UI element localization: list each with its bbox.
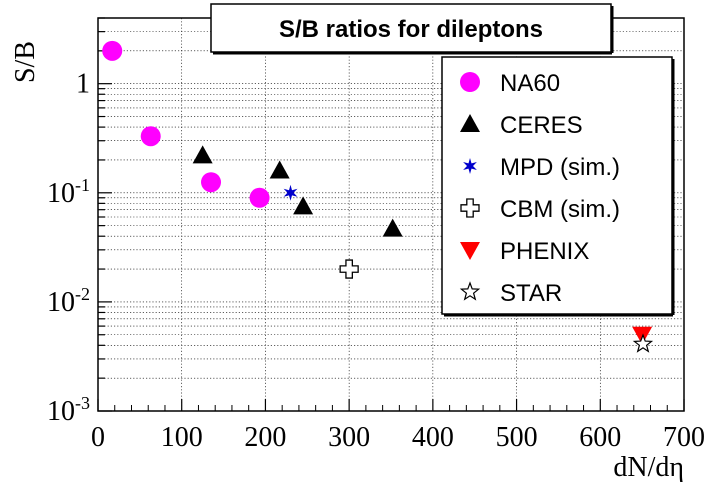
x-axis-label: dN/dη (613, 452, 684, 483)
x-tick-label: 100 (161, 422, 203, 453)
data-points (102, 40, 654, 353)
y-tick-label: 1 (76, 69, 90, 100)
na60-point (102, 40, 123, 61)
ceres-point (293, 196, 314, 215)
x-tick-label: 700 (663, 422, 705, 453)
legend-label-ceres: CERES (500, 112, 583, 139)
x-tick-label: 0 (91, 422, 105, 453)
x-tick-label: 500 (496, 422, 538, 453)
y-tick-labels: 10-3 10-2 10-1 1 (47, 69, 90, 427)
axis-ticks (97, 17, 685, 412)
chart-title: S/B ratios for dileptons (279, 16, 543, 43)
legend-label-phenix: PHENIX (500, 238, 589, 265)
x-tick-labels: 0 100 200 300 400 500 600 700 (91, 422, 705, 453)
ceres-point (382, 218, 403, 237)
ceres-point (192, 145, 213, 164)
y-tick-label: 10-3 (47, 393, 90, 427)
na60-point (201, 172, 222, 193)
grid (98, 17, 684, 411)
chart-title-box: S/B ratios for dileptons (210, 3, 614, 55)
legend-marker-phenix (460, 242, 480, 260)
legend-entries: NA60 CERES MPD (sim.) CBM (sim.) PHENIX STAR (459, 70, 620, 307)
legend: NA60 CERES MPD (sim.) CBM (sim.) PHENIX STAR (441, 56, 675, 317)
mpd-sim-point (283, 184, 298, 201)
legend-label-na60: NA60 (500, 70, 560, 97)
legend-marker-cbm-sim (460, 198, 480, 218)
star-point (632, 333, 654, 353)
x-tick-label: 400 (412, 422, 454, 453)
legend-marker-ceres (460, 114, 480, 132)
legend-marker-star (459, 281, 481, 301)
legend-label-mpd-sim: MPD (sim.) (500, 154, 620, 181)
x-tick-label: 200 (244, 422, 286, 453)
cbm-sim-point (339, 259, 359, 279)
legend-marker-mpd-sim (463, 158, 477, 174)
y-tick-label: 10-2 (47, 284, 90, 318)
x-tick-label: 600 (579, 422, 621, 453)
na60-point (140, 126, 161, 147)
y-axis-label: S/B (10, 41, 41, 83)
legend-label-cbm-sim: CBM (sim.) (500, 196, 620, 223)
na60-point (249, 187, 270, 208)
legend-marker-na60 (460, 72, 480, 92)
y-tick-label: 10-1 (47, 175, 90, 209)
legend-label-star: STAR (500, 280, 562, 307)
x-tick-label: 300 (328, 422, 370, 453)
ceres-point (269, 160, 290, 179)
